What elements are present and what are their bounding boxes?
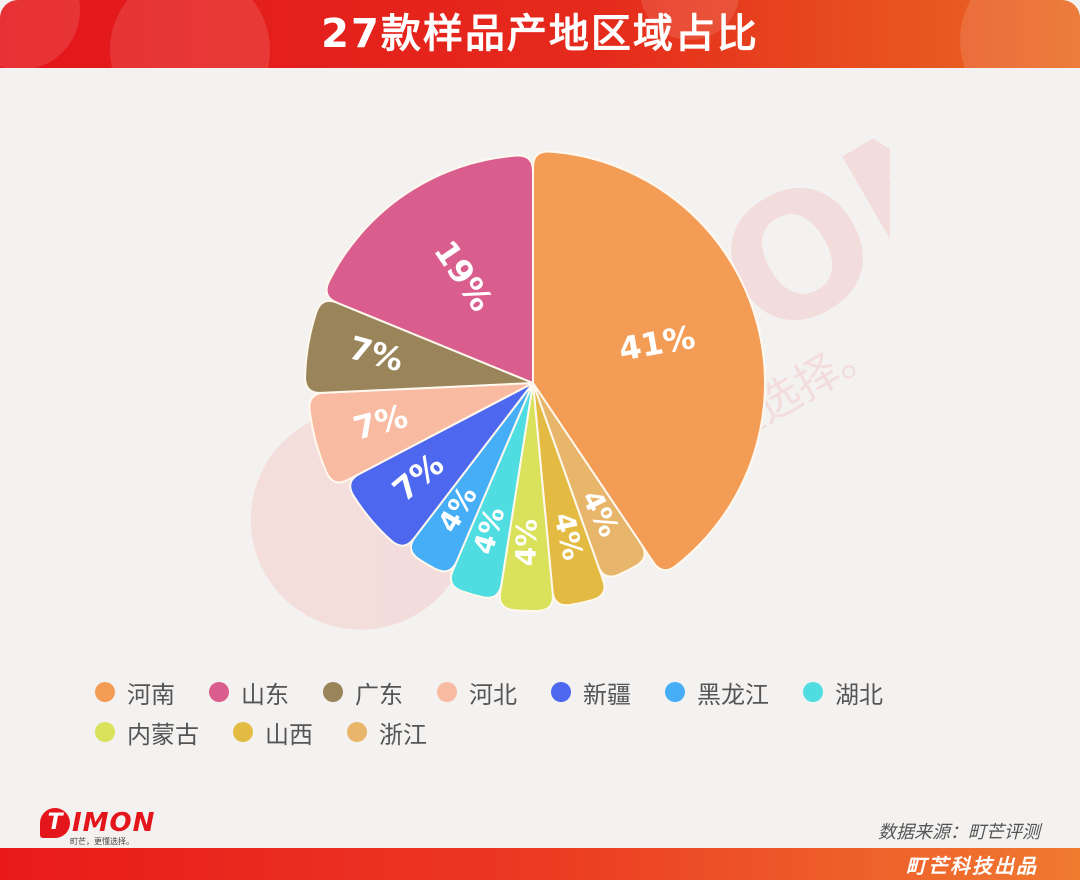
legend-item[interactable]: 浙江 xyxy=(347,715,427,750)
slice-label: 4% xyxy=(509,518,543,567)
legend-item[interactable]: 内蒙古 xyxy=(95,715,199,750)
logo-brand: IMON xyxy=(72,808,156,838)
slice-6[interactable] xyxy=(349,382,534,547)
legend-dot-icon xyxy=(347,722,367,742)
legend-label: 浙江 xyxy=(379,720,427,749)
legend-label: 河南 xyxy=(127,680,175,709)
legend-label: 山西 xyxy=(265,720,313,749)
slice-0[interactable] xyxy=(532,150,766,572)
data-source: 数据来源：町芒评测 xyxy=(878,822,1040,843)
slice-3[interactable] xyxy=(498,382,554,612)
slice-7[interactable] xyxy=(308,382,534,484)
legend-item[interactable]: 湖北 xyxy=(803,675,883,710)
legend-label: 黑龙江 xyxy=(697,680,769,709)
chart-title: 27款样品产地区域占比 xyxy=(321,11,759,57)
legend-item[interactable]: 河北 xyxy=(437,675,517,710)
legend-dot-icon xyxy=(323,682,343,702)
slice-2[interactable] xyxy=(532,382,606,607)
legend-dot-icon xyxy=(95,682,115,702)
legend-item[interactable]: 新疆 xyxy=(551,675,631,710)
footer-bar: 町芒科技出品 xyxy=(0,848,1080,880)
slice-1[interactable] xyxy=(532,382,646,578)
legend-dot-icon xyxy=(233,722,253,742)
legend-dot-icon xyxy=(665,682,685,702)
legend-dot-icon xyxy=(95,722,115,742)
legend-label: 湖北 xyxy=(835,680,883,709)
legend-label: 内蒙古 xyxy=(127,720,199,749)
legend-dot-icon xyxy=(209,682,229,702)
legend-dot-icon xyxy=(803,682,823,702)
legend-label: 新疆 xyxy=(583,680,631,709)
chart-area: 41% 4% 4% 4% 4% 4% 7% 7% 7% 19% xyxy=(0,68,1080,648)
legend-dot-icon xyxy=(551,682,571,702)
legend-label: 河北 xyxy=(469,680,517,709)
legend-item[interactable]: 广东 xyxy=(323,675,403,710)
legend-row: 河南 山东 广东 河北 新疆 黑龙江 湖北 xyxy=(95,672,1015,712)
timon-logo: T IMON 町芒，更懂选择。 xyxy=(40,808,155,847)
title-banner: 27款样品产地区域占比 xyxy=(0,0,1080,68)
slice-4[interactable] xyxy=(449,382,534,599)
decor-bubble xyxy=(110,0,270,68)
logo-mark-icon: T xyxy=(40,808,70,838)
legend-item[interactable]: 山西 xyxy=(233,715,313,750)
legend-dot-icon xyxy=(437,682,457,702)
legend-label: 广东 xyxy=(355,680,403,709)
footer-credit: 町芒科技出品 xyxy=(906,854,1038,878)
legend-item[interactable]: 河南 xyxy=(95,675,175,710)
logo-slogan: 町芒，更懂选择。 xyxy=(70,837,134,846)
legend-item[interactable]: 黑龙江 xyxy=(665,675,769,710)
decor-bubble xyxy=(960,0,1080,68)
rose-pie-chart: 41%4%4%4%4%4%7%7%7%19% xyxy=(304,150,766,612)
legend-row: 内蒙古 山西 浙江 xyxy=(95,712,1015,752)
slice-8[interactable] xyxy=(304,299,534,394)
slice-5[interactable] xyxy=(410,382,534,573)
slice-9[interactable] xyxy=(325,154,534,385)
legend: 河南 山东 广东 河北 新疆 黑龙江 湖北 内蒙古 山西 浙江 xyxy=(95,672,1015,752)
legend-item[interactable]: 山东 xyxy=(209,675,289,710)
legend-label: 山东 xyxy=(241,680,289,709)
